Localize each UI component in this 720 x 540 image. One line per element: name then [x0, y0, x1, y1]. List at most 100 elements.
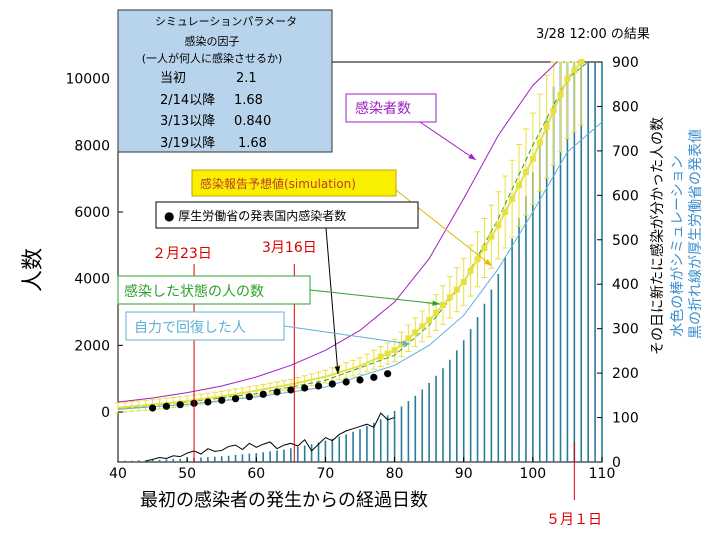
param-box — [117, 9, 333, 153]
chart-title: 3/28 12:00 の結果 — [536, 27, 650, 42]
forecast-point — [502, 209, 509, 215]
arrow-line — [325, 227, 339, 375]
arrow-head — [402, 340, 410, 346]
forecast-point — [460, 279, 467, 285]
date3-label: ５月１日 — [546, 512, 602, 528]
forecast-point — [405, 335, 412, 342]
forecast-point — [474, 256, 481, 263]
y-tick-label: 0 — [101, 405, 110, 421]
param-subtitle1: 感染の因子 — [185, 34, 240, 48]
mhlw-label-box — [155, 201, 419, 229]
y-right-tick-label: 300 — [612, 322, 639, 338]
mhlw-label: ● 厚生労働省の発表国内感染者数 — [164, 208, 346, 223]
mhlw-point — [176, 401, 184, 409]
y-right-tick-label: 100 — [612, 411, 639, 427]
mhlw-point — [273, 388, 281, 396]
arrow-line — [309, 289, 441, 305]
y-right-axis-label: 黒の折れ線が厚生労働省の発表値 — [688, 129, 704, 339]
x-tick-label: 60 — [247, 466, 265, 482]
forecast-point — [419, 323, 426, 330]
forecast-point — [446, 294, 453, 301]
mhlw-point — [384, 370, 392, 378]
mhlw-point — [204, 398, 212, 406]
forecast-label-box — [191, 169, 397, 197]
y-right-ticks: 0 100 200 300 400 500 600 700 800 900 — [597, 55, 639, 471]
forecast-point — [384, 350, 391, 357]
mhlw-point — [259, 390, 267, 398]
mhlw-point — [162, 402, 170, 410]
param-row-label: 2/14以降 — [160, 93, 215, 108]
forecast-point — [529, 155, 536, 162]
recovered-label-box — [125, 311, 285, 341]
forecast-point — [453, 286, 460, 293]
param-row-label: 当初 — [160, 71, 186, 86]
date1-label: ２月23日 — [152, 246, 212, 262]
date2-label: 3月16日 — [262, 240, 317, 256]
forecast-point — [516, 182, 523, 189]
annotation-arrows — [283, 121, 493, 375]
mhlw-point — [342, 378, 350, 386]
mhlw-point — [314, 382, 323, 390]
x-ticks: 40 50 60 70 80 90 100 110 — [109, 457, 615, 482]
state-label-box — [117, 275, 311, 305]
forecast-point — [550, 107, 557, 114]
y-right-axis-label: 水色の棒がシミュレーション — [669, 155, 686, 336]
y-left-ticks: 0 2000 4000 6000 8000 10000 — [65, 72, 123, 421]
forecast-point — [426, 317, 433, 324]
y-right-tick-label: 900 — [612, 55, 639, 71]
forecast-point — [433, 309, 440, 316]
param-row-value: 1.68 — [238, 136, 267, 151]
x-tick-label: 70 — [317, 466, 335, 482]
y-right-tick-label: 600 — [612, 188, 639, 204]
y-left-axis-label: 人数 — [21, 248, 46, 292]
forecast-point — [543, 123, 550, 130]
daily-line — [145, 412, 395, 462]
y-right-tick-label: 0 — [612, 455, 621, 471]
mhlw-point — [231, 395, 240, 403]
mhlw-point — [356, 376, 364, 384]
y-right-axis-label: その日に新たに感染が分かった人の数 — [649, 117, 666, 355]
forecast-label: 感染報告予想値(simulation) — [200, 176, 356, 191]
x-tick-label: 90 — [455, 466, 473, 482]
param-subtitle2: (一人が何人に感染させるか) — [142, 51, 283, 65]
forecast-point — [509, 195, 516, 202]
forecast-point — [522, 169, 529, 175]
infected-label-box — [345, 93, 437, 123]
param-row-value: 1.68 — [234, 93, 263, 108]
forecast-point — [578, 59, 585, 65]
mhlw-point — [148, 404, 157, 412]
mhlw-point — [287, 386, 295, 394]
x-tick-label: 80 — [386, 466, 404, 482]
x-tick-label: 40 — [109, 466, 127, 482]
mhlw-point — [328, 380, 336, 388]
arrow-head — [468, 153, 476, 160]
state-label: 感染した状態の人の数 — [124, 283, 264, 300]
mhlw-point — [301, 384, 309, 392]
arrow-head — [334, 366, 341, 374]
y-right-tick-label: 700 — [612, 144, 639, 160]
y-tick-label: 8000 — [74, 138, 110, 154]
y-tick-label: 2000 — [74, 338, 110, 354]
forecast-point — [495, 222, 502, 229]
mhlw-point — [245, 393, 253, 401]
param-row-label: 3/13以降 — [160, 114, 215, 129]
arrow-head — [432, 300, 440, 306]
infected-label: 感染者数 — [355, 100, 411, 117]
x-tick-label: 100 — [519, 466, 546, 482]
param-title: シミュレーションパラメータ — [155, 15, 297, 28]
arrow-line — [419, 121, 477, 161]
y-right-tick-label: 400 — [612, 277, 639, 293]
mhlw-point — [218, 396, 226, 404]
param-row-value: 2.1 — [236, 71, 257, 86]
forecast-point — [412, 329, 419, 336]
y-right-tick-label: 800 — [612, 99, 639, 115]
forecast-point — [481, 245, 488, 251]
param-row-value: 0.840 — [234, 114, 271, 129]
forecast-point — [557, 91, 564, 98]
forecast-point — [398, 341, 405, 348]
forecast-point — [488, 233, 495, 240]
x-axis-label: 最初の感染者の発生からの経過日数 — [140, 490, 428, 511]
series-line — [117, 61, 558, 403]
param-row-label: 3/19以降 — [160, 136, 215, 151]
